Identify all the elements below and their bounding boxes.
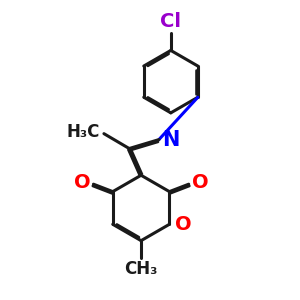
Text: H₃C: H₃C <box>67 123 100 141</box>
Text: O: O <box>192 173 208 192</box>
Text: O: O <box>74 173 91 192</box>
Text: CH₃: CH₃ <box>124 260 158 278</box>
Text: Cl: Cl <box>160 12 181 31</box>
Text: N: N <box>163 130 180 150</box>
Text: O: O <box>175 215 192 234</box>
